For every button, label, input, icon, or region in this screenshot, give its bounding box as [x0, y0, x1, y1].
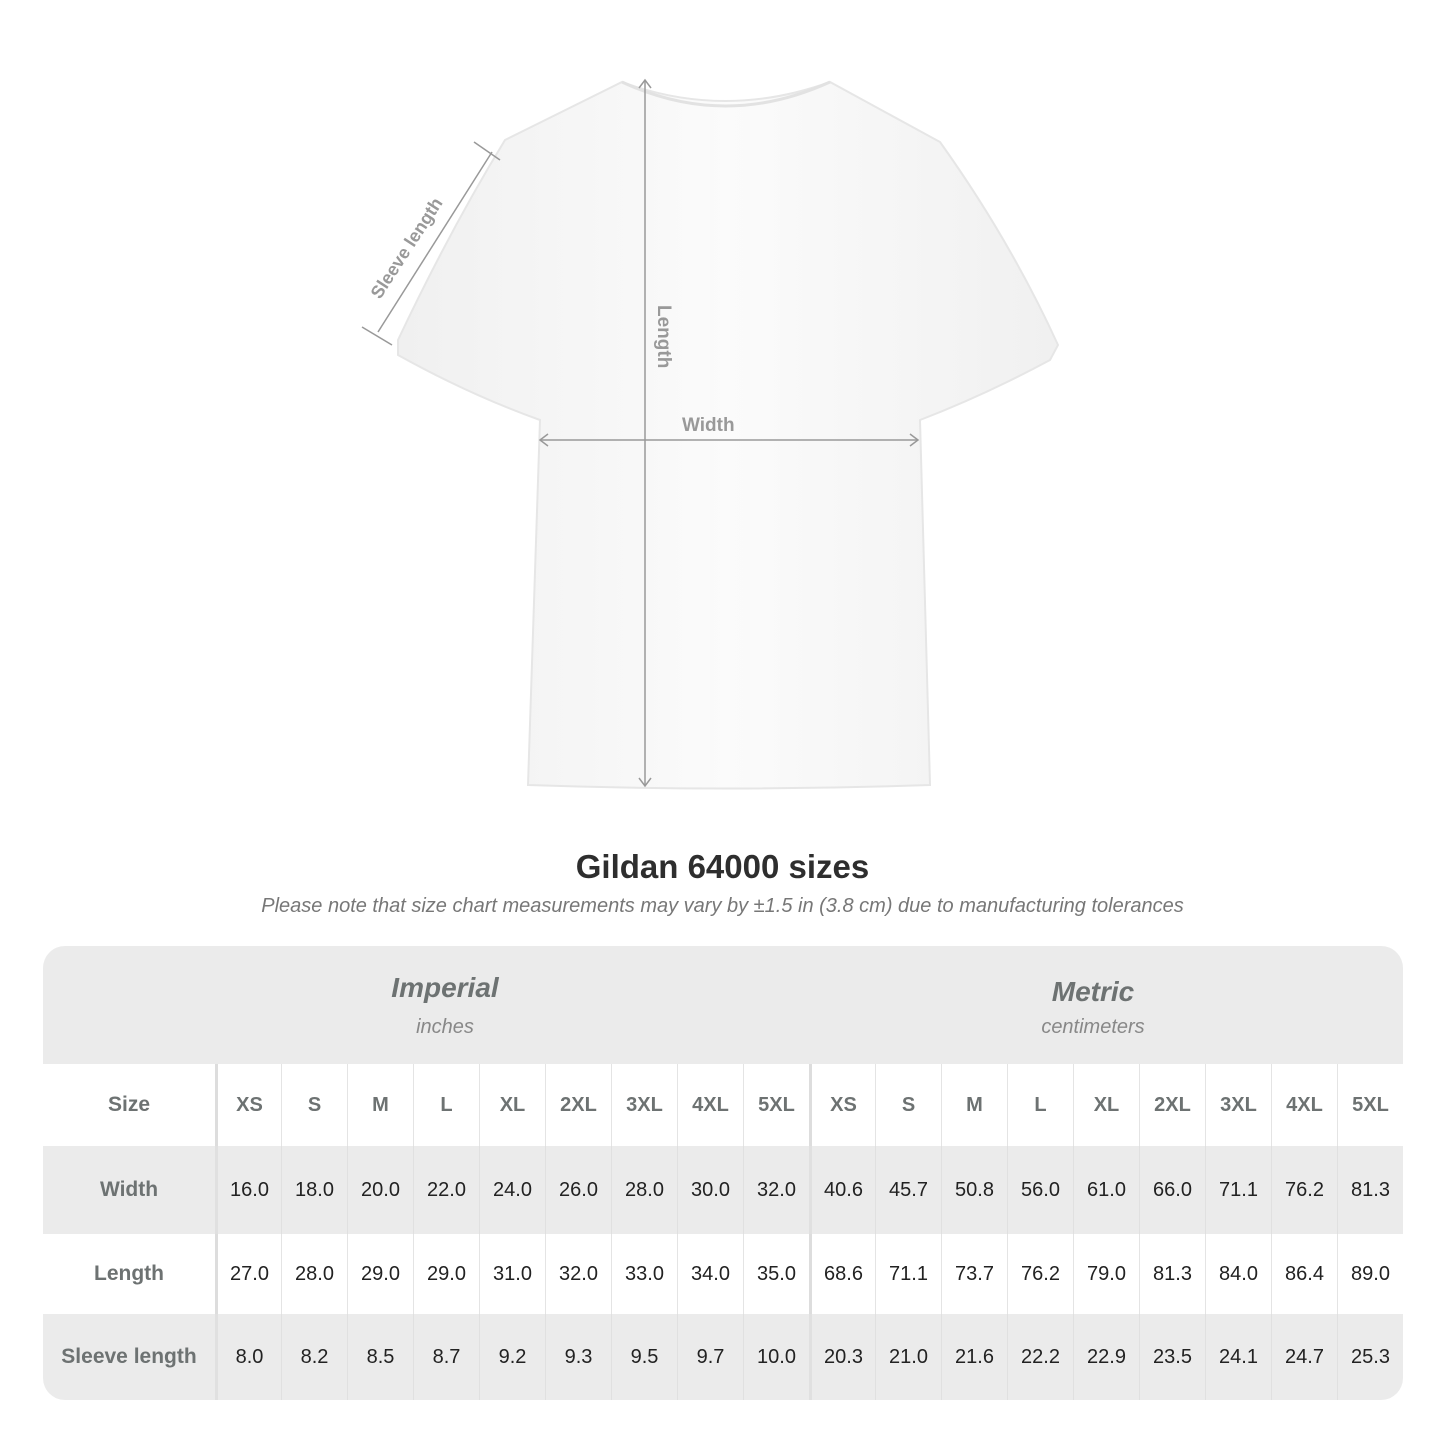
table-row: Sleeve length 8.0 8.2 8.5 8.7 9.2 9.3 9.5 9.7 10.…: [43, 1314, 1403, 1400]
size-header-cell: 5XL: [1337, 1064, 1403, 1146]
page-title: Gildan 64000 sizes: [575, 848, 870, 885]
value-cell: 76.2: [1271, 1146, 1337, 1234]
size-header-cell: 4XL: [1271, 1064, 1337, 1146]
value-cell: 73.7: [941, 1234, 1007, 1314]
value-cell: 50.8: [941, 1146, 1007, 1234]
value-cell: 68.6: [809, 1234, 875, 1314]
value-cell: 24.1: [1205, 1314, 1271, 1400]
value-cell: 29.0: [413, 1234, 479, 1314]
value-cell: 20.3: [809, 1314, 875, 1400]
size-header-cell: 2XL: [1139, 1064, 1205, 1146]
size-header-cell: XS: [809, 1064, 875, 1146]
value-cell: 56.0: [1007, 1146, 1073, 1234]
value-cell: 31.0: [479, 1234, 545, 1314]
value-cell: 71.1: [1205, 1146, 1271, 1234]
value-cell: 9.5: [611, 1314, 677, 1400]
size-header-row: Size XS S M L XL 2XL 3XL 4XL 5XL XS S M L XL 2XL 3XL 4XL 5…: [43, 1064, 1403, 1146]
value-cell: 71.1: [875, 1234, 941, 1314]
length-label: Length: [653, 305, 674, 368]
value-cell: 24.7: [1271, 1314, 1337, 1400]
row-label: Sleeve length: [61, 1345, 197, 1368]
value-cell: 27.0: [215, 1234, 281, 1314]
value-cell: 23.5: [1139, 1314, 1205, 1400]
value-cell: 28.0: [281, 1234, 347, 1314]
value-cell: 32.0: [743, 1146, 809, 1234]
value-cell: 22.0: [413, 1146, 479, 1234]
value-cell: 21.6: [941, 1314, 1007, 1400]
value-cell: 45.7: [875, 1146, 941, 1234]
value-cell: 35.0: [743, 1234, 809, 1314]
value-cell: 8.5: [347, 1314, 413, 1400]
value-cell: 9.3: [545, 1314, 611, 1400]
metric-header: Metric centimeters: [1041, 976, 1145, 1038]
value-cell: 22.9: [1073, 1314, 1139, 1400]
value-cell: 8.2: [281, 1314, 347, 1400]
value-cell: 81.3: [1139, 1234, 1205, 1314]
table-row: Length 27.0 28.0 29.0 29.0 31.0 32.0 33.0 34.0 35…: [43, 1234, 1403, 1314]
value-cell: 86.4: [1271, 1234, 1337, 1314]
value-cell: 89.0: [1337, 1234, 1403, 1314]
size-header-cell: 4XL: [677, 1064, 743, 1146]
value-cell: 18.0: [281, 1146, 347, 1234]
size-header-cell: 3XL: [611, 1064, 677, 1146]
value-cell: 81.3: [1337, 1146, 1403, 1234]
value-cell: 8.0: [215, 1314, 281, 1400]
value-cell: 76.2: [1007, 1234, 1073, 1314]
value-cell: 25.3: [1337, 1314, 1403, 1400]
size-header-cell: M: [347, 1064, 413, 1146]
value-cell: 61.0: [1073, 1146, 1139, 1234]
imperial-header: Imperial inches: [391, 972, 499, 1038]
value-cell: 29.0: [347, 1234, 413, 1314]
size-header-cell: XL: [479, 1064, 545, 1146]
value-cell: 34.0: [677, 1234, 743, 1314]
size-header-cell: S: [281, 1064, 347, 1146]
value-cell: 24.0: [479, 1146, 545, 1234]
value-cell: 20.0: [347, 1146, 413, 1234]
value-cell: 79.0: [1073, 1234, 1139, 1314]
value-cell: 9.2: [479, 1314, 545, 1400]
sleeve-arrow: [377, 151, 493, 333]
value-cell: 22.2: [1007, 1314, 1073, 1400]
value-cell: 28.0: [611, 1146, 677, 1234]
size-header-cell: M: [941, 1064, 1007, 1146]
tshirt-diagram: Sleeve length Length Width: [361, 78, 1060, 790]
value-cell: 40.6: [809, 1146, 875, 1234]
size-table: Imperial inches Metric centimeters Size X…: [43, 946, 1403, 1400]
size-header-cell: L: [413, 1064, 479, 1146]
size-header-cell: 5XL: [743, 1064, 809, 1146]
size-header-cell: L: [1007, 1064, 1073, 1146]
size-header-cell: XS: [215, 1064, 281, 1146]
row-label: Length: [94, 1262, 164, 1285]
tshirt-shape: [397, 80, 1060, 790]
value-cell: 16.0: [215, 1146, 281, 1234]
value-cell: 8.7: [413, 1314, 479, 1400]
row-label: Width: [99, 1178, 159, 1201]
value-cell: 84.0: [1205, 1234, 1271, 1314]
tolerance-note: Please note that size chart measurements…: [261, 895, 1184, 917]
value-cell: 26.0: [545, 1146, 611, 1234]
value-cell: 10.0: [743, 1314, 809, 1400]
size-header-cell: 3XL: [1205, 1064, 1271, 1146]
value-cell: 30.0: [677, 1146, 743, 1234]
size-header-cell: XL: [1073, 1064, 1139, 1146]
value-cell: 21.0: [875, 1314, 941, 1400]
row-label: Size: [107, 1093, 151, 1116]
value-cell: 32.0: [545, 1234, 611, 1314]
value-cell: 33.0: [611, 1234, 677, 1314]
width-label: Width: [682, 415, 735, 436]
size-header-cell: S: [875, 1064, 941, 1146]
size-header-cell: 2XL: [545, 1064, 611, 1146]
value-cell: 66.0: [1139, 1146, 1205, 1234]
value-cell: 9.7: [677, 1314, 743, 1400]
table-row: Width 16.0 18.0 20.0 22.0 24.0 26.0 28.0 30.0 32.…: [43, 1146, 1403, 1234]
